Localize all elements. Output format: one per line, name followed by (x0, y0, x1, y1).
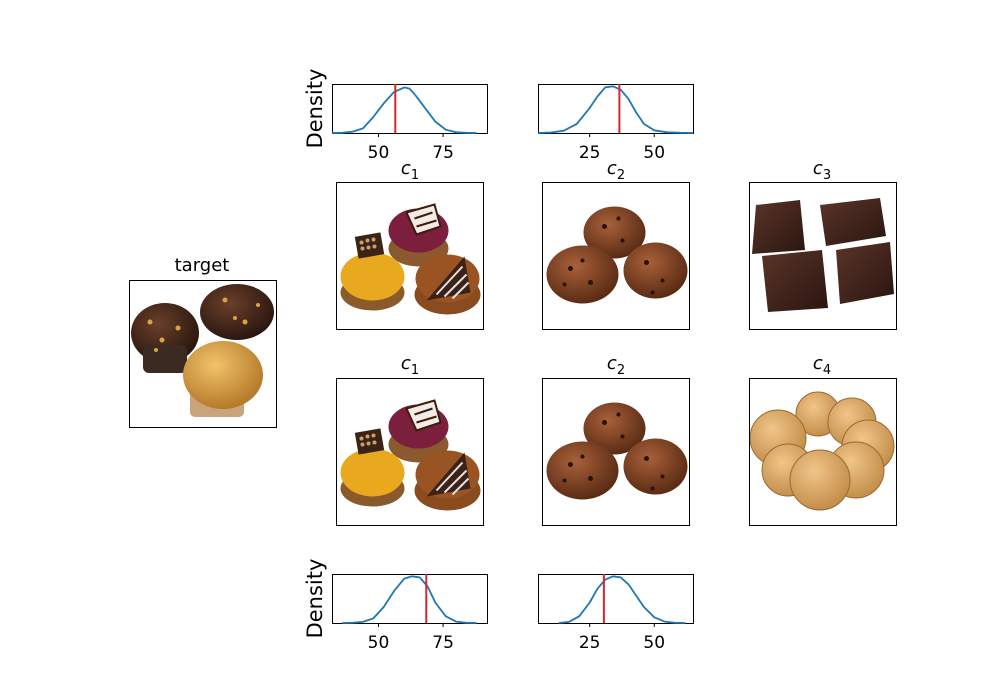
density-chart-bottom-left: 50 75 Density (303, 559, 488, 653)
row1-col1-title: c1 (401, 158, 419, 183)
x-tick-label: 50 (643, 633, 665, 653)
x-tick-label: 25 (579, 143, 601, 163)
target-title: target (175, 255, 230, 276)
x-tick-label: 75 (432, 633, 454, 653)
row1-image-rock-cakes (542, 182, 690, 330)
density-line (537, 85, 694, 134)
row2-image-rock-cakes (542, 378, 690, 526)
x-tick-label: 50 (368, 633, 390, 653)
x-tick-label: 50 (643, 143, 665, 163)
density-chart-bottom-right: 25 50 (538, 574, 694, 653)
row2-image-biscuits (749, 378, 897, 526)
row2-col2-title: c2 (607, 353, 625, 378)
x-tick-label: 50 (368, 143, 390, 163)
row2-col1-title: c1 (401, 353, 419, 378)
row1-image-chocolate (749, 182, 897, 330)
row2-image-pastries (336, 378, 484, 526)
density-line (342, 575, 477, 624)
target-image-muffins (129, 280, 277, 428)
x-tick-label: 25 (579, 633, 601, 653)
row1-image-pastries (336, 182, 484, 330)
density-chart-top-right: 25 50 (537, 84, 694, 163)
row1-col3-title: c3 (813, 158, 831, 183)
density-line (558, 575, 686, 624)
x-tick-label: 75 (432, 143, 454, 163)
axes-frame (538, 574, 694, 624)
density-line (331, 86, 477, 134)
row2-col3-title: c4 (813, 353, 831, 378)
axes-frame (332, 574, 488, 624)
y-axis-label: Density (303, 69, 327, 149)
density-chart-top-left: 50 75 Density (303, 69, 488, 163)
axes-frame (332, 84, 488, 134)
y-axis-label: Density (303, 559, 327, 639)
row1-col2-title: c2 (607, 158, 625, 183)
axes-frame (538, 84, 694, 134)
